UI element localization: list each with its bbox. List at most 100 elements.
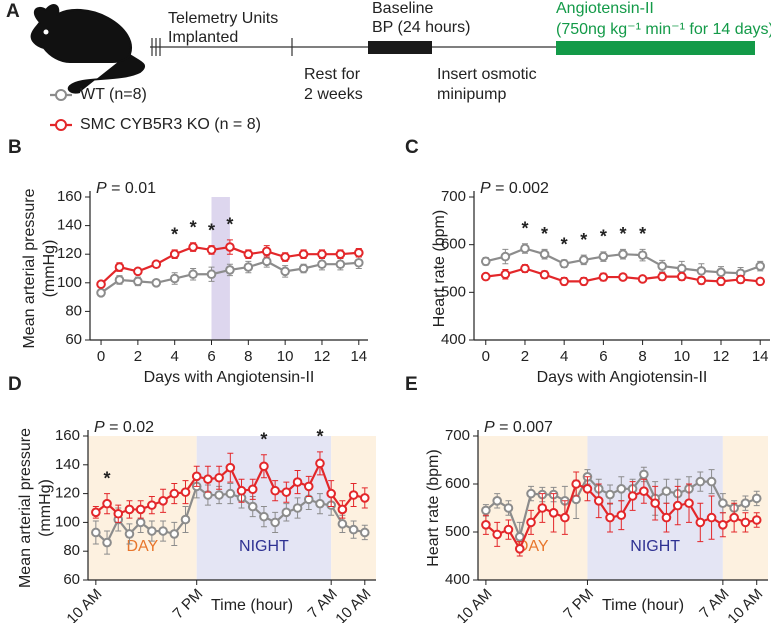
data-point	[259, 461, 269, 472]
mouse-eye	[43, 29, 49, 35]
data-point	[247, 484, 258, 495]
x-tick-label: 2	[134, 348, 142, 365]
data-point	[96, 288, 106, 298]
data-point	[582, 484, 593, 494]
data-point	[180, 487, 191, 497]
data-point	[114, 262, 125, 272]
data-point	[225, 265, 235, 275]
data-point	[480, 256, 491, 267]
data-point	[520, 263, 530, 274]
significance-star: *	[541, 224, 548, 244]
mouse-icon	[30, 4, 146, 94]
data-point	[616, 510, 627, 521]
data-point	[672, 500, 683, 511]
significance-star: *	[521, 218, 528, 238]
panel-label: B	[8, 137, 22, 158]
data-point	[500, 251, 511, 262]
y-tick-label: 400	[441, 331, 466, 348]
data-point	[481, 505, 491, 516]
x-tick-label: 4	[171, 348, 179, 365]
data-point	[637, 250, 648, 260]
data-point	[151, 259, 162, 270]
data-point	[298, 263, 309, 274]
data-point	[337, 519, 348, 529]
data-point	[539, 249, 550, 259]
data-point	[661, 512, 672, 523]
data-point	[559, 258, 569, 269]
data-point	[661, 486, 672, 497]
y-tick-label: 120	[55, 485, 80, 502]
y-tick-label: 120	[57, 245, 82, 262]
data-point	[191, 471, 202, 482]
data-point	[637, 274, 648, 284]
data-point	[492, 496, 502, 506]
data-point	[696, 266, 707, 276]
data-point	[520, 243, 530, 254]
data-point	[225, 488, 236, 499]
data-point	[188, 242, 198, 252]
data-point	[481, 520, 491, 530]
x-tick-label: 10 AM	[724, 586, 766, 623]
data-point	[740, 498, 751, 509]
x-tick-label: 10	[673, 348, 690, 365]
legend-marker	[55, 89, 67, 101]
data-point	[236, 485, 247, 496]
data-point	[539, 269, 550, 280]
data-point	[526, 488, 536, 499]
data-point	[578, 276, 589, 287]
data-point	[627, 491, 638, 501]
x-tick-label: 10 AM	[63, 586, 105, 623]
data-point	[657, 261, 667, 271]
y-tick-label: 140	[57, 217, 82, 234]
data-point	[124, 529, 135, 539]
y-tick-label: 700	[441, 188, 466, 205]
highlight-band	[211, 197, 230, 340]
data-point	[618, 272, 628, 282]
y-tick-label: 160	[57, 188, 82, 205]
data-point	[147, 500, 157, 510]
y-axis-label: Heart rate (bpm)	[425, 449, 442, 566]
data-point	[706, 512, 717, 523]
data-point	[578, 255, 589, 265]
y-axis-label: Mean arterial pressure	[17, 428, 34, 588]
data-point	[605, 489, 615, 500]
p-value: P = 0.01	[96, 180, 156, 197]
x-tick-label: 10 AM	[332, 586, 374, 623]
data-point	[225, 462, 236, 473]
data-point	[113, 508, 124, 519]
x-tick-label: 14	[752, 348, 769, 365]
data-point	[593, 496, 604, 506]
p-value: P = 0.007	[484, 419, 553, 436]
timeline-text: Baseline	[372, 0, 433, 17]
data-point	[133, 266, 143, 277]
data-point	[706, 476, 717, 487]
data-point	[315, 458, 325, 469]
data-point	[695, 476, 706, 487]
panel-label: D	[8, 374, 22, 395]
data-point	[618, 249, 628, 259]
data-point	[281, 507, 292, 518]
data-point	[169, 529, 180, 539]
x-tick-label: 10 AM	[453, 586, 495, 623]
data-point	[348, 490, 359, 500]
x-tick-label: 12	[314, 348, 331, 365]
data-point	[317, 249, 327, 259]
data-point	[292, 503, 303, 513]
data-point	[639, 469, 649, 480]
y-tick-label: 80	[63, 542, 80, 559]
data-point	[548, 508, 559, 518]
p-value: P = 0.02	[94, 419, 154, 436]
data-point	[718, 520, 728, 530]
data-point	[169, 273, 180, 284]
data-point	[337, 504, 348, 515]
data-point	[96, 279, 106, 290]
data-point	[303, 481, 314, 492]
data-point	[571, 494, 581, 505]
data-point	[559, 276, 569, 287]
data-point	[751, 515, 762, 525]
data-point	[133, 276, 143, 287]
panel-label: C	[405, 137, 419, 158]
y-tick-label: 700	[445, 427, 470, 444]
data-point	[280, 266, 290, 277]
